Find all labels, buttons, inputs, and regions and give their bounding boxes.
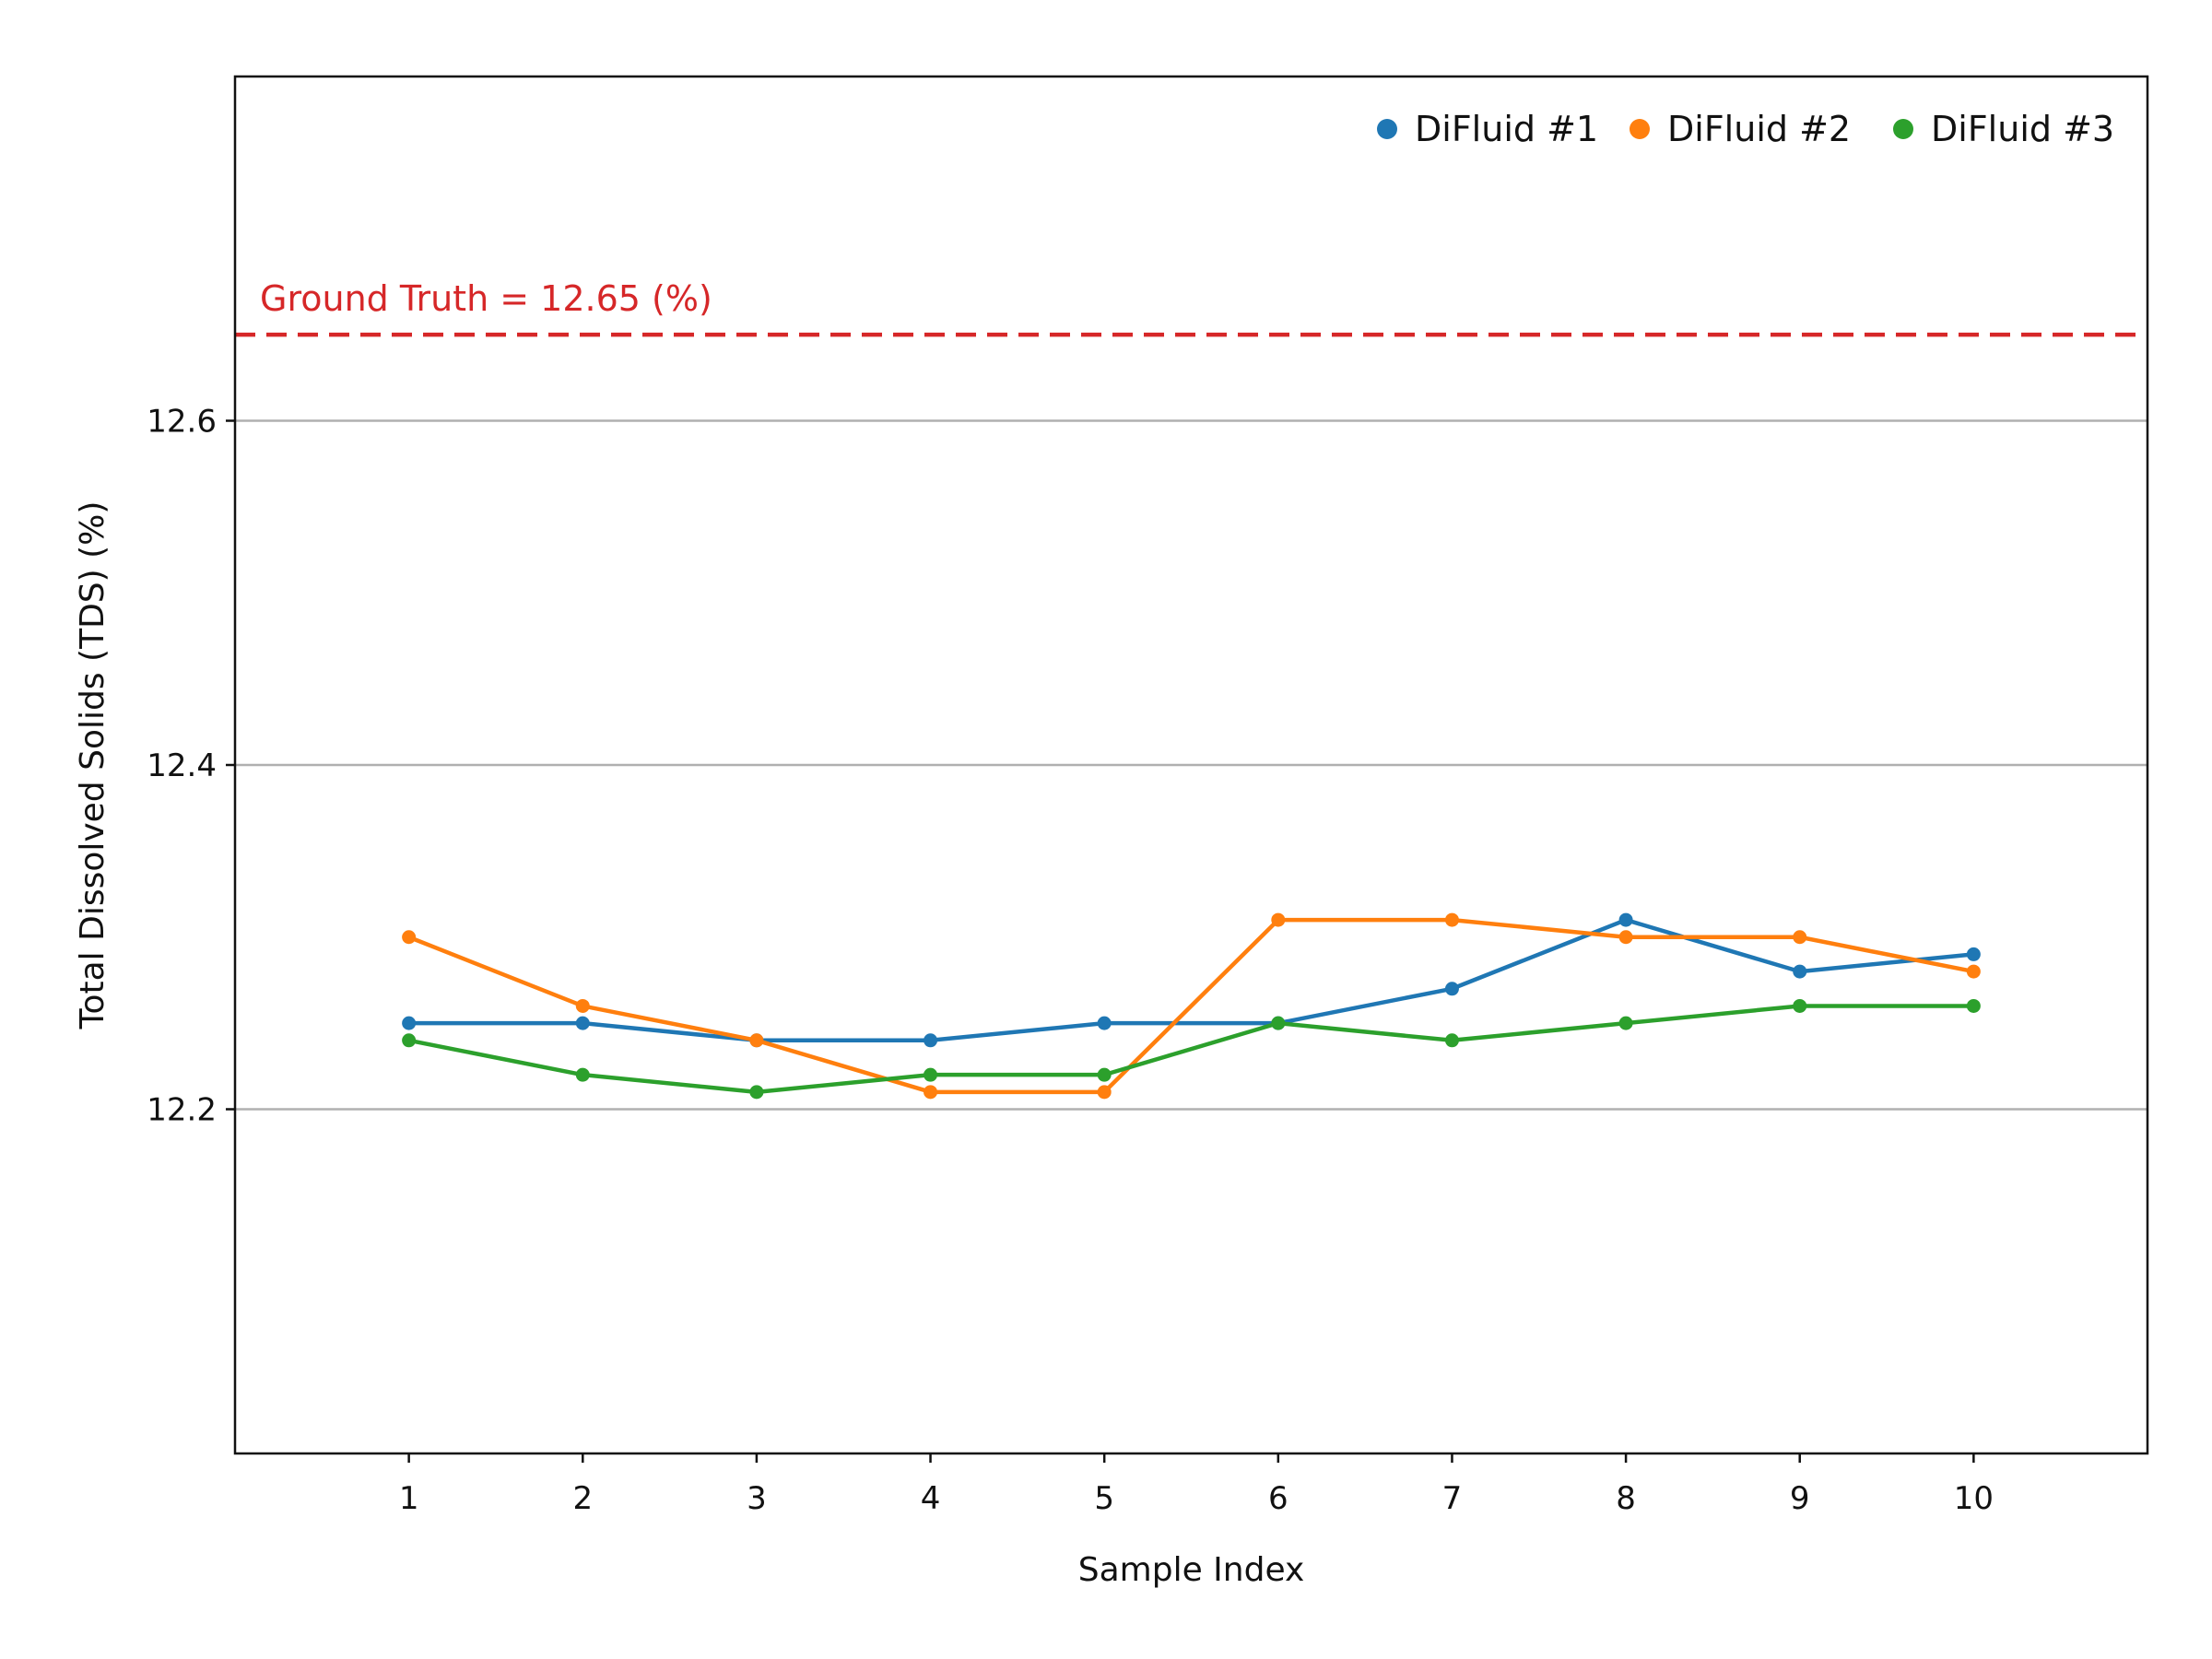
data-point [749, 1033, 764, 1048]
ground-truth-label: Ground Truth = 12.65 (%) [260, 278, 712, 319]
data-point [924, 1067, 938, 1082]
ground-truth-reference: Ground Truth = 12.65 (%) [235, 278, 2147, 337]
legend-label: DiFluid #3 [1931, 109, 2114, 149]
data-point [575, 1016, 590, 1030]
data-point [402, 1016, 417, 1030]
data-point [1097, 1016, 1112, 1030]
data-point [1618, 1016, 1633, 1030]
data-point [1097, 1067, 1112, 1082]
data-point [1444, 982, 1459, 996]
legend-item: DiFluid #1 [1377, 109, 1598, 149]
series-line [407, 917, 1974, 1095]
data-point [1271, 912, 1286, 927]
data-point [924, 1085, 938, 1100]
data-point [1793, 998, 1807, 1013]
legend-marker [1630, 119, 1650, 139]
legend-label: DiFluid #2 [1667, 109, 1851, 149]
data-point [1097, 1085, 1112, 1100]
data-point [1966, 998, 1981, 1013]
data-point [1618, 930, 1633, 945]
data-point [575, 1067, 590, 1082]
legend: DiFluid #1 DiFluid #2 DiFluid #3 [1377, 109, 2114, 149]
x-tick-label: 5 [1094, 1480, 1114, 1517]
data-point [402, 1033, 417, 1048]
legend-marker [1377, 119, 1397, 139]
series-line [408, 1004, 1974, 1095]
data-point [1444, 1033, 1459, 1048]
data-point [1793, 930, 1807, 945]
data-point [1271, 1016, 1286, 1030]
data-point [402, 930, 417, 945]
x-tick-label: 8 [1616, 1480, 1636, 1517]
legend-item: DiFluid #3 [1893, 109, 2114, 149]
y-axis-label: Total Dissolved Solids (TDS) (%) [74, 501, 112, 1030]
grid-lines [235, 419, 2147, 1111]
x-tick-label: 10 [1954, 1480, 1994, 1517]
x-axis-ticks: 1 2 3 4 5 6 7 8 9 10 [399, 1453, 1994, 1517]
data-point [749, 1085, 764, 1100]
x-tick-label: 6 [1268, 1480, 1288, 1517]
legend-item: DiFluid #2 [1630, 109, 1851, 149]
data-point [1966, 964, 1981, 979]
data-point [1966, 947, 1981, 961]
series-line [408, 917, 1974, 1043]
y-tick-label: 12.6 [147, 404, 217, 441]
data-point [1793, 964, 1807, 979]
data-series [402, 912, 1981, 1100]
data-point [1444, 912, 1459, 927]
series-2 [402, 912, 1981, 1100]
x-tick-label: 2 [572, 1480, 593, 1517]
legend-marker [1893, 119, 1913, 139]
series-1 [402, 912, 1981, 1048]
y-tick-label: 12.2 [147, 1092, 217, 1129]
series-3 [402, 998, 1981, 1100]
x-tick-label: 1 [399, 1480, 419, 1517]
data-point [1618, 912, 1633, 927]
data-point [575, 998, 590, 1013]
y-axis-ticks: 12.2 12.4 12.6 [147, 404, 235, 1129]
data-point [924, 1033, 938, 1048]
legend-label: DiFluid #1 [1415, 109, 1598, 149]
x-tick-label: 3 [747, 1480, 767, 1517]
y-tick-label: 12.4 [147, 747, 217, 784]
x-tick-label: 7 [1442, 1480, 1463, 1517]
x-axis-label: Sample Index [1078, 1551, 1305, 1589]
x-tick-label: 4 [921, 1480, 941, 1517]
x-tick-label: 9 [1790, 1480, 1810, 1517]
